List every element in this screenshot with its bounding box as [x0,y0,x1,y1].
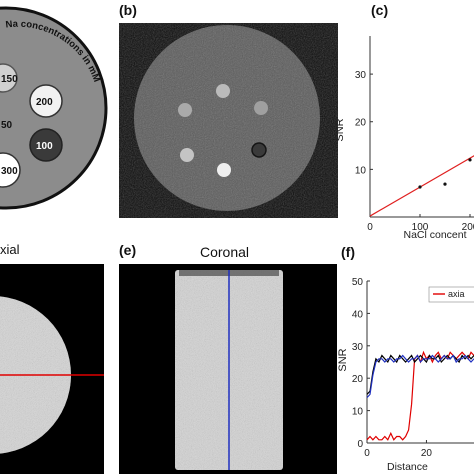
y-tick-label: 0 [357,439,363,450]
data-point [443,182,447,186]
vial-label-50: 50 [1,120,13,131]
legend-box [428,286,474,303]
series-line-axial [366,350,474,441]
y-tick-label: 10 [352,407,364,418]
vial-spot [180,148,194,162]
panel-d-image [0,264,104,474]
y-axis-label: SNR [335,118,346,141]
panel-f-chart: SNR Distance 0 10 20 30 40 50 0 20 axia [337,277,474,473]
data-point [418,185,422,189]
y-tick-label: 20 [355,118,367,129]
fit-line [369,155,474,217]
panel-e-label: (e) [119,242,137,258]
panel-a-diagram: Na concentrations in mM 150 200 50 100 3… [0,6,108,210]
x-tick-label: 0 [364,448,370,459]
y-axis-label: SNR [337,348,349,371]
panel-b-label: (b) [119,2,137,18]
vial-200 [29,84,63,118]
panel-c-label: (c) [371,2,389,18]
y-tick-label: 30 [355,70,367,81]
vial-label-200: 200 [36,97,53,108]
vial-spot [216,84,230,98]
vial-label-100: 100 [36,141,53,152]
x-tick-label: 100 [412,222,429,233]
vial-spot [251,142,267,158]
panel-c-chart: SNR NaCl concent 10 20 30 0 100 200 [335,36,474,241]
y-tick-label: 10 [355,165,367,176]
vial-spot [178,103,192,117]
vial-label-300: 300 [1,166,18,177]
x-axis-label: Distance [387,461,428,473]
series-line-coronal [366,354,474,399]
panel-d-title: xial [0,242,20,257]
y-tick-label: 20 [352,374,364,385]
legend-label: axia [448,289,465,299]
panel-e-image [119,264,337,474]
y-tick-label: 30 [352,342,364,353]
x-axis-label: NaCl concent [403,229,466,241]
vial-spot [254,101,268,115]
x-tick-label: 200 [462,222,474,233]
y-tick-label: 40 [352,309,364,320]
vial-150 [0,63,18,93]
x-tick-label: 20 [421,448,433,459]
x-tick-label: 0 [367,222,373,233]
panel-b-image [119,23,338,218]
series-line-black [366,354,474,395]
vial-100 [29,128,63,162]
vial-spot [217,163,231,177]
panel-f-label: (f) [341,244,355,260]
data-point [468,158,472,162]
vial-300 [0,152,21,188]
vial-label-150: 150 [1,74,18,85]
panel-e-title: Coronal [200,244,250,260]
y-tick-label: 50 [352,277,364,288]
